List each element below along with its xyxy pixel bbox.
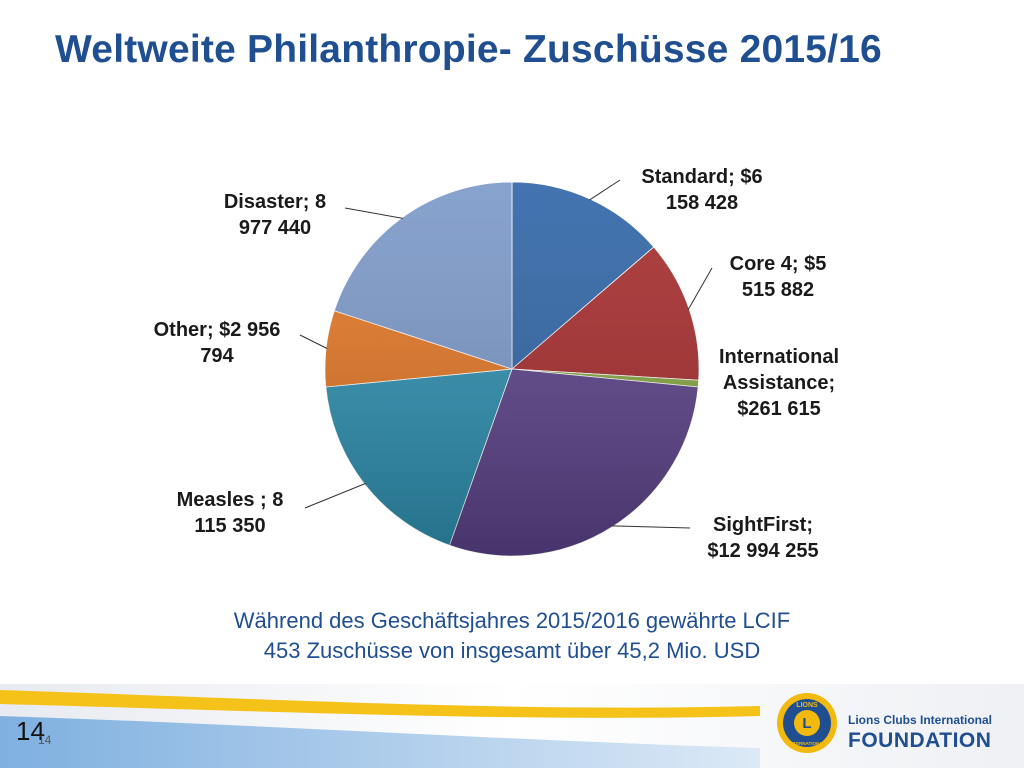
lions-clubs-emblem-icon: L LIONS INTERNATIONAL — [777, 693, 837, 753]
data-label-sightfirst: SightFirst; $12 994 255 — [707, 514, 818, 562]
data-label-line: Other; $2 956 — [154, 319, 281, 341]
caption-line-1: Während des Geschäftsjahres 2015/2016 ge… — [233, 608, 791, 633]
data-label-line: Measles ; 8 — [177, 489, 284, 511]
page-number: 14 — [16, 716, 45, 746]
leader-line-core-4 — [687, 267, 713, 310]
data-label-core-4: Core 4; $5 515 882 — [730, 253, 827, 301]
leader-line-measles — [304, 483, 366, 509]
data-label-line: 115 350 — [194, 515, 265, 537]
data-label-line: Standard; $6 — [641, 166, 762, 188]
data-label-line: 977 440 — [239, 217, 311, 239]
logo-badge-text: LIONS — [796, 702, 818, 709]
logo-badge-bottom-text: INTERNATIONAL — [789, 741, 826, 746]
data-label-line: 794 — [200, 345, 234, 367]
data-label-other: Other; $2 956 794 — [154, 319, 281, 367]
data-label-standard: Standard; $6 158 428 — [641, 166, 762, 214]
caption: Während des Geschäftsjahres 2015/2016 ge… — [0, 606, 1024, 666]
data-label-line: SightFirst; — [713, 514, 813, 536]
data-label-disaster: Disaster; 8 977 440 — [224, 191, 326, 239]
data-label-line: 158 428 — [666, 192, 738, 214]
data-label-line: Disaster; 8 — [224, 191, 326, 213]
data-label-line: International — [719, 346, 839, 368]
data-label-line: $261 615 — [737, 398, 820, 420]
slide-title: Weltweite Philanthropie- Zuschüsse 2015/… — [55, 28, 882, 71]
svg-text:L: L — [802, 715, 811, 732]
data-label-international-assistance: International Assistance; $261 615 — [719, 346, 839, 420]
leader-line-other — [299, 334, 328, 349]
leader-line-standard — [589, 179, 621, 201]
page-number-small: 14 — [38, 733, 52, 747]
leader-line-sightfirst — [611, 525, 691, 529]
data-label-measles: Measles ; 8 115 350 — [177, 489, 284, 537]
logo-text-line-1: Lions Clubs International — [848, 713, 993, 727]
data-label-line: 515 882 — [742, 279, 814, 301]
data-label-line: $12 994 255 — [707, 540, 818, 562]
data-label-line: Assistance; — [723, 372, 835, 394]
foundation-wordmark: Lions Clubs International FOUNDATION — [848, 713, 992, 753]
data-label-line: Core 4; $5 — [730, 253, 827, 275]
caption-line-2: 453 Zuschüsse von insgesamt über 45,2 Mi… — [263, 638, 761, 663]
leader-line-disaster — [344, 207, 403, 219]
logo-text-line-2: FOUNDATION — [848, 729, 992, 752]
